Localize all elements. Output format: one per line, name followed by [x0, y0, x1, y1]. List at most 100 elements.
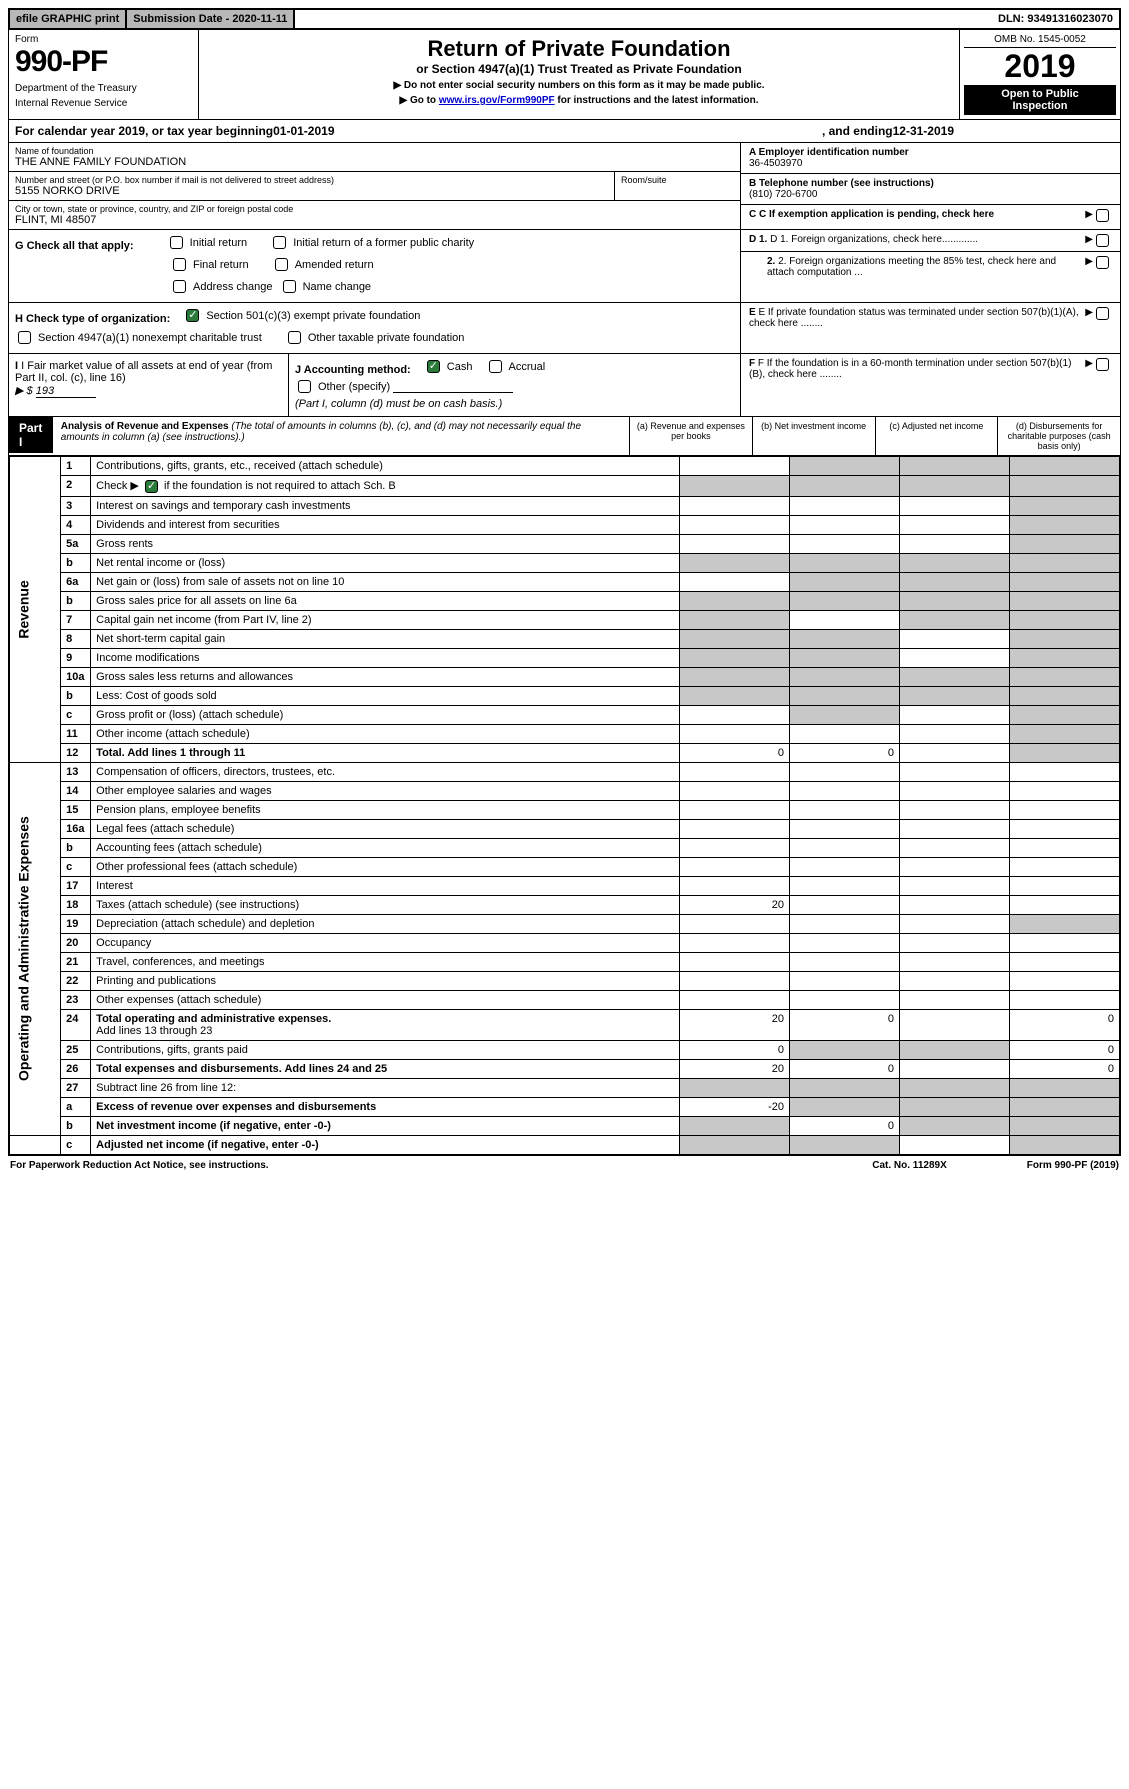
checkbox-initial-public[interactable] [273, 236, 286, 249]
tax-year: 2019 [964, 48, 1116, 85]
line-10a: 10aGross sales less returns and allowanc… [10, 667, 1120, 686]
calendar-year-row: For calendar year 2019, or tax year begi… [8, 120, 1121, 143]
col-a-header: (a) Revenue and expenses per books [629, 417, 752, 455]
section-h: H Check type of organization: Section 50… [9, 303, 740, 353]
line-6b: bGross sales price for all assets on lin… [10, 591, 1120, 610]
info-grid: Name of foundation THE ANNE FAMILY FOUND… [8, 143, 1121, 230]
info-right: A Employer identification number 36-4503… [740, 143, 1120, 229]
line-22: 22Printing and publications [10, 971, 1120, 990]
line-3: 3Interest on savings and temporary cash … [10, 496, 1120, 515]
paperwork-notice: For Paperwork Reduction Act Notice, see … [10, 1160, 269, 1171]
section-h-and-e: H Check type of organization: Section 50… [8, 303, 1121, 354]
line-27a: aExcess of revenue over expenses and dis… [10, 1097, 1120, 1116]
line-15: 15Pension plans, employee benefits [10, 800, 1120, 819]
checkbox-other-taxable[interactable] [288, 331, 301, 344]
checkbox-address-change[interactable] [173, 280, 186, 293]
line-16c: cOther professional fees (attach schedul… [10, 857, 1120, 876]
revenue-label: Revenue [10, 457, 61, 763]
dept-treasury: Department of the Treasury [15, 83, 192, 94]
checkbox-sch-b[interactable] [145, 480, 158, 493]
line-25: 25Contributions, gifts, grants paid00 [10, 1040, 1120, 1059]
note2-pre: ▶ Go to [399, 95, 438, 106]
checkbox-accrual[interactable] [489, 360, 502, 373]
ein-cell: A Employer identification number 36-4503… [741, 143, 1120, 174]
dln: DLN: 93491316023070 [992, 10, 1119, 28]
header-center: Return of Private Foundation or Section … [199, 30, 960, 119]
foundation-name: THE ANNE FAMILY FOUNDATION [15, 156, 734, 168]
section-d: D 1. D 1. Foreign organizations, check h… [740, 230, 1120, 302]
section-g-and-d: G Check all that apply: Initial return I… [8, 230, 1121, 303]
top-bar: efile GRAPHIC print Submission Date - 20… [8, 8, 1121, 30]
line-1: Revenue 1Contributions, gifts, grants, e… [10, 457, 1120, 476]
checkbox-e[interactable] [1096, 307, 1109, 320]
line-2: 2Check ▶ if the foundation is not requir… [10, 476, 1120, 497]
checkbox-f[interactable] [1096, 358, 1109, 371]
line-10b: bLess: Cost of goods sold [10, 686, 1120, 705]
part1-table: Revenue 1Contributions, gifts, grants, e… [8, 456, 1121, 1156]
line-27b: bNet investment income (if negative, ent… [10, 1116, 1120, 1135]
checkbox-cash[interactable] [427, 360, 440, 373]
part1-badge: Part I [9, 417, 53, 453]
line-5a: 5aGross rents [10, 534, 1120, 553]
ein: 36-4503970 [749, 158, 802, 169]
section-d1: D 1. D 1. Foreign organizations, check h… [741, 230, 1120, 252]
line-12: 12Total. Add lines 1 through 1100 [10, 743, 1120, 762]
line-11: 11Other income (attach schedule) [10, 724, 1120, 743]
checkbox-initial-return[interactable] [170, 236, 183, 249]
omb-number: OMB No. 1545-0052 [964, 34, 1116, 48]
line-27: 27Subtract line 26 from line 12: [10, 1078, 1120, 1097]
col-b-header: (b) Net investment income [752, 417, 875, 455]
checkbox-c[interactable] [1096, 209, 1109, 222]
line-24: 24Total operating and administrative exp… [10, 1009, 1120, 1040]
checkbox-501c3[interactable] [186, 309, 199, 322]
dept-irs: Internal Revenue Service [15, 98, 192, 109]
line-9: 9Income modifications [10, 648, 1120, 667]
line-21: 21Travel, conferences, and meetings [10, 952, 1120, 971]
form-label: Form [15, 34, 192, 45]
line-4: 4Dividends and interest from securities [10, 515, 1120, 534]
efile-label[interactable]: efile GRAPHIC print [10, 10, 127, 28]
section-i: I I Fair market value of all assets at e… [9, 354, 289, 416]
line-10c: cGross profit or (loss) (attach schedule… [10, 705, 1120, 724]
phone-cell: B Telephone number (see instructions) (8… [741, 174, 1120, 205]
irs-link[interactable]: www.irs.gov/Form990PF [439, 95, 555, 106]
street-address: 5155 NORKO DRIVE [15, 185, 608, 197]
note-goto: ▶ Go to www.irs.gov/Form990PF for instru… [205, 95, 953, 106]
expenses-label: Operating and Administrative Expenses [10, 762, 61, 1135]
header-left: Form 990-PF Department of the Treasury I… [9, 30, 199, 119]
section-j: J Accounting method: Cash Accrual Other … [289, 354, 740, 416]
open-public-badge: Open to Public Inspection [964, 85, 1116, 115]
form-header: Form 990-PF Department of the Treasury I… [8, 30, 1121, 120]
checkbox-final-return[interactable] [173, 258, 186, 271]
part1-header-row: Part I Analysis of Revenue and Expenses … [8, 417, 1121, 456]
line-27c: cAdjusted net income (if negative, enter… [10, 1135, 1120, 1154]
checkbox-amended[interactable] [275, 258, 288, 271]
line-14: 14Other employee salaries and wages [10, 781, 1120, 800]
checkbox-name-change[interactable] [283, 280, 296, 293]
line-8: 8Net short-term capital gain [10, 629, 1120, 648]
col-c-header: (c) Adjusted net income [875, 417, 998, 455]
section-g: G Check all that apply: Initial return I… [9, 230, 740, 302]
checkbox-other-method[interactable] [298, 380, 311, 393]
checkbox-d2[interactable] [1096, 256, 1109, 269]
foundation-name-cell: Name of foundation THE ANNE FAMILY FOUND… [9, 143, 740, 172]
line-7: 7Capital gain net income (from Part IV, … [10, 610, 1120, 629]
checkbox-d1[interactable] [1096, 234, 1109, 247]
form-footer: Form 990-PF (2019) [1027, 1160, 1119, 1171]
section-d2: 2. 2. Foreign organizations meeting the … [741, 252, 1120, 282]
year-begin: 01-01-2019 [273, 124, 334, 138]
city-state-zip: FLINT, MI 48507 [15, 214, 734, 226]
address-cell: Number and street (or P.O. box number if… [9, 172, 740, 201]
telephone: (810) 720-6700 [749, 189, 817, 200]
line-16a: 16aLegal fees (attach schedule) [10, 819, 1120, 838]
info-left: Name of foundation THE ANNE FAMILY FOUND… [9, 143, 740, 229]
section-e: E E If private foundation status was ter… [740, 303, 1120, 353]
line-18: 18Taxes (attach schedule) (see instructi… [10, 895, 1120, 914]
fmv-value: 193 [36, 385, 96, 398]
checkbox-4947[interactable] [18, 331, 31, 344]
footer: For Paperwork Reduction Act Notice, see … [8, 1156, 1121, 1175]
note-ssn: ▶ Do not enter social security numbers o… [205, 80, 953, 91]
city-cell: City or town, state or province, country… [9, 201, 740, 229]
cat-no: Cat. No. 11289X [872, 1160, 946, 1171]
year-end: 12-31-2019 [893, 124, 954, 138]
